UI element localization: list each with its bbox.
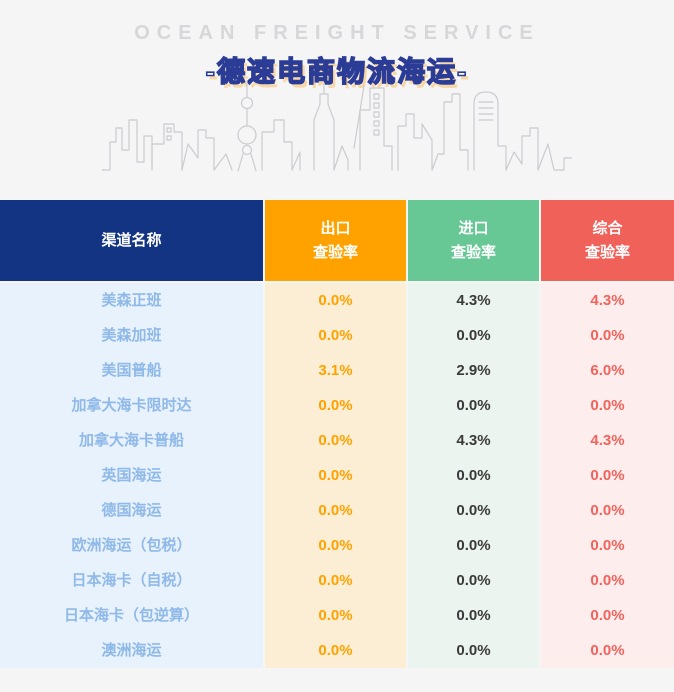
overall-rate-cell: 4.3%	[541, 423, 674, 458]
hero-subtitle: OCEAN FREIGHT SERVICE	[134, 22, 540, 44]
import-rate-cell: 2.9%	[408, 353, 539, 388]
import-rate-cell: 4.3%	[408, 423, 539, 458]
import-rate-cell: 0.0%	[408, 458, 539, 493]
export-rate-cell: 0.0%	[265, 423, 406, 458]
overall-rate-cell: 0.0%	[541, 458, 674, 493]
hero-banner: OCEAN FREIGHT SERVICE -德速电商物流海运-	[0, 0, 674, 200]
overall-rate-cell: 0.0%	[541, 388, 674, 423]
header-export-line2: 查验率	[312, 244, 358, 261]
channel-name-cell: 加拿大海卡普船	[0, 423, 263, 458]
header-import-line1: 进口	[458, 220, 489, 237]
header-export-line1: 出口	[320, 220, 351, 237]
export-rate-cell: 0.0%	[265, 493, 406, 528]
header-overall-rate: 综合 查验率	[541, 200, 674, 281]
export-rate-cell: 0.0%	[265, 598, 406, 633]
import-rate-cell: 0.0%	[408, 528, 539, 563]
header-channel-label: 渠道名称	[101, 232, 162, 249]
table-body: 美森正班 0.0% 4.3% 4.3% 美森加班 0.0% 0.0% 0.0% …	[0, 283, 674, 668]
channel-name-cell: 日本海卡（自税）	[0, 563, 263, 598]
header-overall-line1: 综合	[592, 220, 623, 237]
export-rate-cell: 3.1%	[265, 353, 406, 388]
overall-rate-cell: 6.0%	[541, 353, 674, 388]
header-import-line2: 查验率	[450, 244, 496, 261]
page-title: -德速电商物流海运-	[205, 55, 469, 88]
export-rate-cell: 0.0%	[265, 388, 406, 423]
overall-rate-cell: 0.0%	[541, 528, 674, 563]
export-rate-cell: 0.0%	[265, 458, 406, 493]
channel-name-cell: 英国海运	[0, 458, 263, 493]
export-rate-cell: 0.0%	[265, 318, 406, 353]
channel-name-cell: 澳洲海运	[0, 633, 263, 668]
channel-name-cell: 加拿大海卡限时达	[0, 388, 263, 423]
overall-rate-cell: 0.0%	[541, 633, 674, 668]
channel-name-cell: 日本海卡（包逆算）	[0, 598, 263, 633]
channel-name-cell: 德国海运	[0, 493, 263, 528]
import-rate-cell: 0.0%	[408, 493, 539, 528]
import-rate-cell: 4.3%	[408, 283, 539, 318]
header-overall-line2: 查验率	[584, 244, 630, 261]
overall-rate-cell: 4.3%	[541, 283, 674, 318]
overall-rate-cell: 0.0%	[541, 598, 674, 633]
header-channel-name: 渠道名称	[0, 200, 263, 281]
export-rate-cell: 0.0%	[265, 633, 406, 668]
import-rate-cell: 0.0%	[408, 318, 539, 353]
channel-name-cell: 欧洲海运（包税）	[0, 528, 263, 563]
header-import-rate: 进口 查验率	[408, 200, 539, 281]
channel-name-cell: 美国普船	[0, 353, 263, 388]
overall-rate-cell: 0.0%	[541, 563, 674, 598]
table-header-row: 渠道名称 出口 查验率 进口 查验率 综合 查验率	[0, 200, 674, 281]
export-rate-cell: 0.0%	[265, 563, 406, 598]
overall-rate-cell: 0.0%	[541, 318, 674, 353]
import-rate-cell: 0.0%	[408, 633, 539, 668]
overall-rate-cell: 0.0%	[541, 493, 674, 528]
export-rate-cell: 0.0%	[265, 528, 406, 563]
import-rate-cell: 0.0%	[408, 563, 539, 598]
channel-name-cell: 美森正班	[0, 283, 263, 318]
import-rate-cell: 0.0%	[408, 388, 539, 423]
import-rate-cell: 0.0%	[408, 598, 539, 633]
header-export-rate: 出口 查验率	[265, 200, 406, 281]
channel-name-cell: 美森加班	[0, 318, 263, 353]
export-rate-cell: 0.0%	[265, 283, 406, 318]
city-skyline-graphic	[102, 80, 572, 172]
